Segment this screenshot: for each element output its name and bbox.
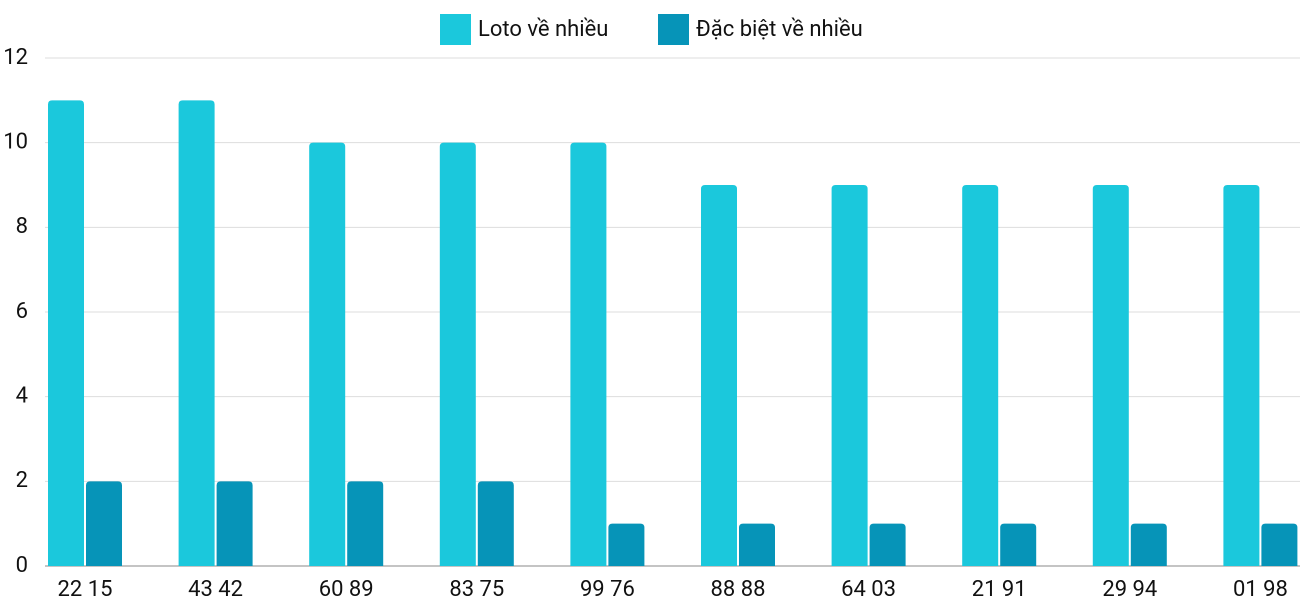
bar bbox=[1261, 523, 1298, 566]
bar bbox=[739, 523, 775, 566]
bar bbox=[439, 142, 476, 566]
y-tick-label: 6 bbox=[16, 299, 28, 324]
x-tick-label: 60 89 bbox=[319, 577, 374, 600]
x-tick-label: 64 03 bbox=[841, 577, 896, 600]
x-tick-label: 21 91 bbox=[972, 577, 1027, 600]
bar bbox=[701, 185, 737, 566]
bar bbox=[570, 142, 607, 566]
y-tick-label: 4 bbox=[16, 383, 28, 408]
bar bbox=[831, 185, 868, 566]
y-tick-label: 0 bbox=[16, 553, 28, 578]
bar bbox=[48, 100, 84, 566]
legend-label: Đặc biệt về nhiều bbox=[696, 17, 863, 42]
x-tick-label: 83 75 bbox=[449, 577, 504, 600]
y-tick-label: 8 bbox=[16, 214, 28, 239]
bar bbox=[216, 481, 253, 566]
legend-swatch bbox=[440, 14, 471, 45]
bar bbox=[1223, 185, 1260, 566]
legend-swatch bbox=[658, 14, 689, 45]
legend-label: Loto về nhiều bbox=[478, 17, 608, 42]
bar bbox=[1000, 523, 1037, 566]
x-tick-label: 29 94 bbox=[1102, 577, 1157, 600]
bar bbox=[1130, 523, 1167, 566]
x-tick-label: 88 88 bbox=[711, 577, 766, 600]
y-tick-label: 12 bbox=[3, 45, 28, 70]
x-tick-label: 43 42 bbox=[188, 577, 243, 600]
bar bbox=[178, 100, 215, 566]
x-tick-label: 01 98 bbox=[1233, 577, 1288, 600]
y-tick-label: 2 bbox=[16, 468, 28, 493]
bar bbox=[86, 481, 122, 566]
bar bbox=[1092, 185, 1129, 566]
bar bbox=[309, 142, 346, 566]
x-tick-label: 22 15 bbox=[58, 577, 113, 600]
bar bbox=[477, 481, 514, 566]
bar bbox=[608, 523, 645, 566]
bar bbox=[869, 523, 906, 566]
y-tick-label: 10 bbox=[3, 129, 28, 154]
bar bbox=[962, 185, 999, 566]
bar bbox=[347, 481, 384, 566]
x-tick-label: 99 76 bbox=[580, 577, 635, 600]
